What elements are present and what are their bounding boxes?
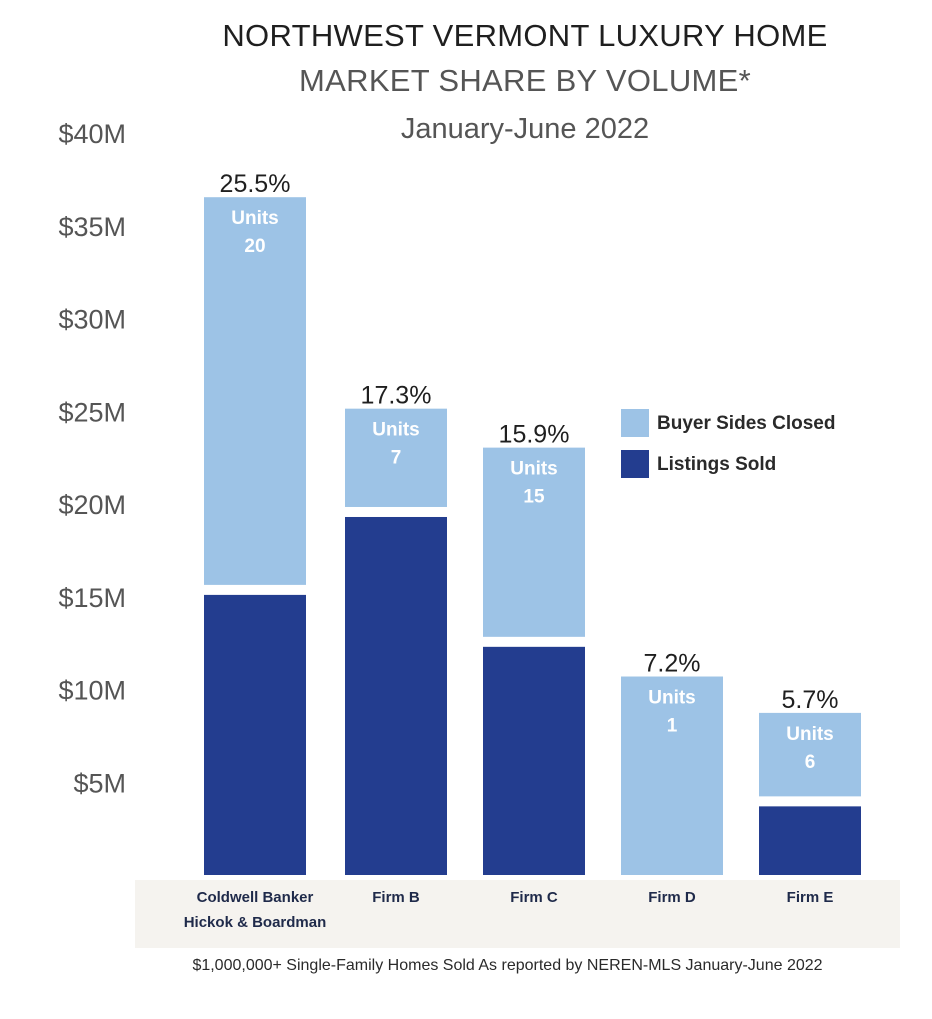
share-label: 17.3% <box>361 382 432 410</box>
bar-buyer-sides <box>204 197 306 585</box>
bar-listings-sold <box>759 806 861 875</box>
chart-subtitle: MARKET SHARE BY VOLUME* <box>299 63 751 98</box>
bar-listings-sold <box>204 594 306 875</box>
y-tick-label: $35M <box>58 212 126 242</box>
units-label: Units <box>231 208 279 229</box>
units-label: Units <box>372 420 420 441</box>
bar-buyer-sides <box>345 408 447 507</box>
bar-buyer-sides <box>759 712 861 797</box>
legend-label: Buyer Sides Closed <box>657 413 835 434</box>
units-value: 15 <box>523 487 545 508</box>
bar-buyer-sides <box>621 676 723 875</box>
bar-buyer-sides <box>483 447 585 637</box>
share-label: 25.5% <box>220 170 291 198</box>
footnote: $1,000,000+ Single-Family Homes Sold As … <box>192 957 823 974</box>
units-value: 1 <box>667 716 678 737</box>
units-label: Units <box>648 688 696 709</box>
share-label: 7.2% <box>644 650 701 678</box>
legend-swatch <box>621 450 649 478</box>
category-label: Firm B <box>372 889 420 906</box>
units-value: 6 <box>805 752 816 773</box>
category-label: Firm C <box>510 889 558 906</box>
category-label: Firm D <box>648 889 696 906</box>
category-label: Coldwell Banker <box>197 889 314 906</box>
units-value: 20 <box>244 236 265 257</box>
category-label: Firm E <box>787 889 834 906</box>
legend-label: Listings Sold <box>657 454 776 475</box>
units-value: 7 <box>391 448 402 469</box>
legend-swatch <box>621 409 649 437</box>
bar-listings-sold <box>345 516 447 875</box>
y-tick-label: $5M <box>73 768 126 798</box>
share-label: 15.9% <box>499 421 570 449</box>
y-tick-label: $30M <box>58 305 126 335</box>
y-tick-label: $40M <box>58 119 126 149</box>
units-label: Units <box>786 724 834 745</box>
share-label: 5.7% <box>782 686 839 714</box>
chart-period: January-June 2022 <box>400 113 650 145</box>
category-band <box>135 880 900 948</box>
chart-title: NORTHWEST VERMONT LUXURY HOME <box>222 18 828 53</box>
y-tick-label: $15M <box>58 583 126 613</box>
category-label: Hickok & Boardman <box>184 914 327 931</box>
bar-listings-sold <box>483 646 585 875</box>
units-label: Units <box>510 459 558 480</box>
y-tick-label: $10M <box>58 676 126 706</box>
y-tick-label: $25M <box>58 397 126 427</box>
y-tick-label: $20M <box>58 490 126 520</box>
